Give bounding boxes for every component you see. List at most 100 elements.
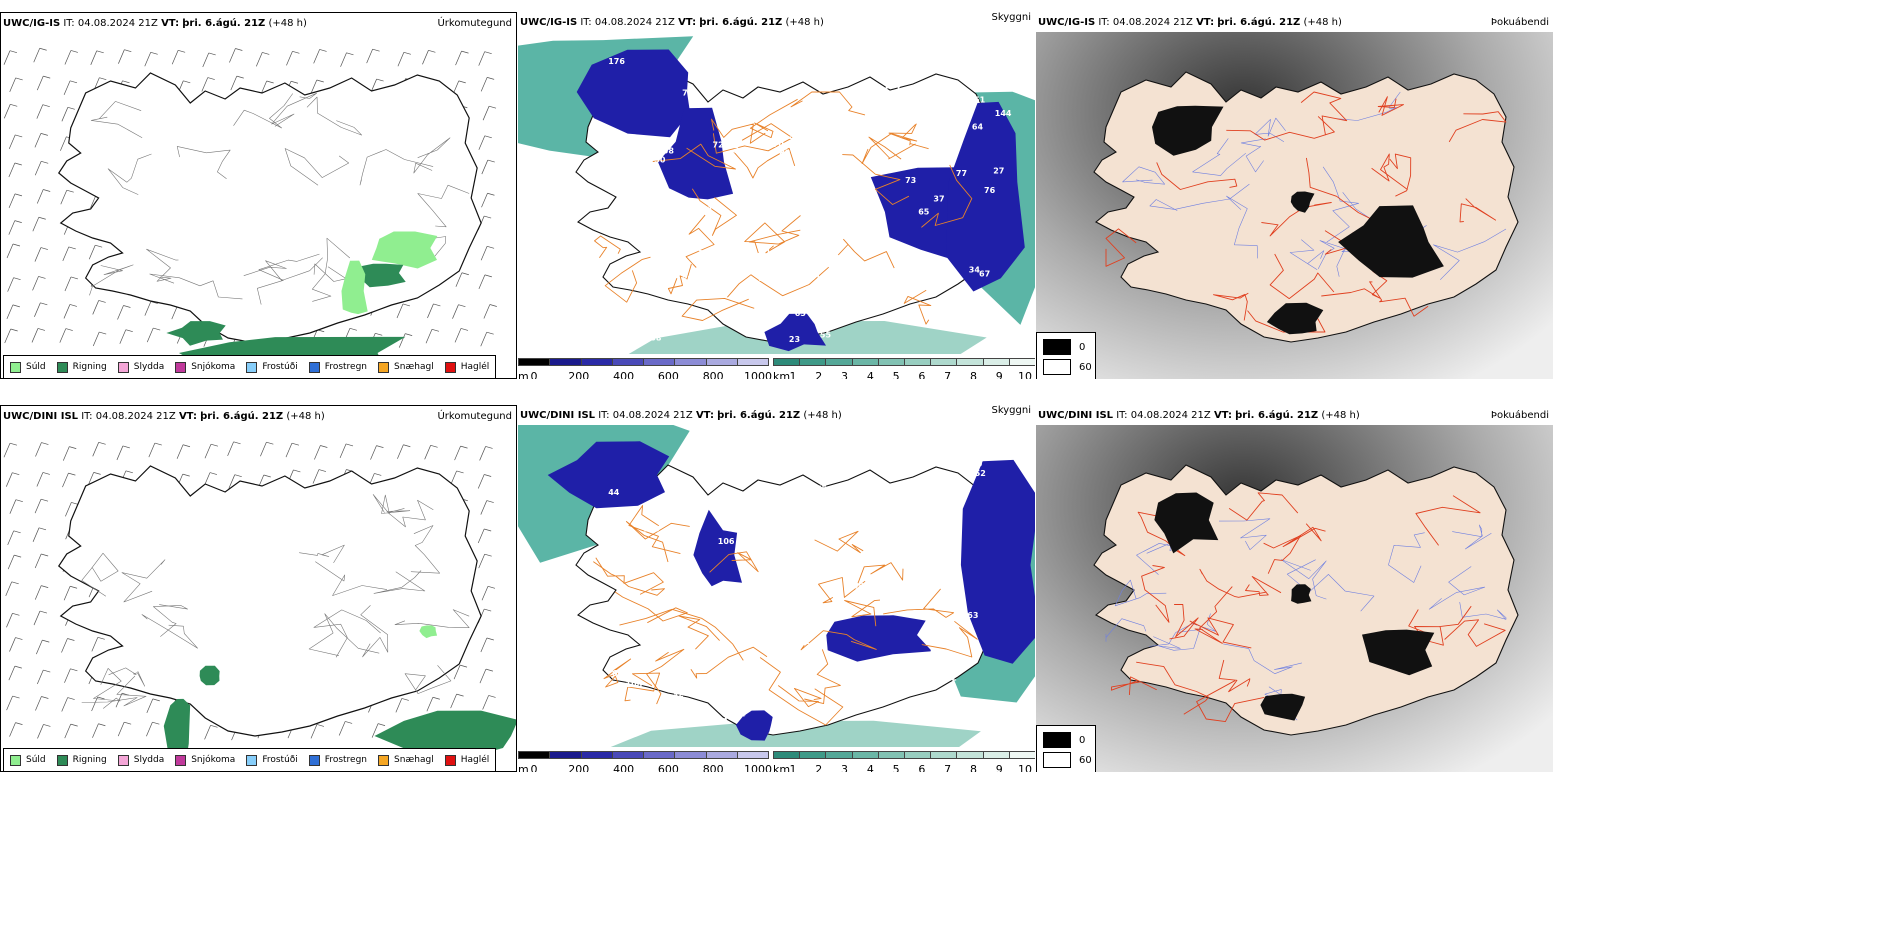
legend-label: 0 [1079, 341, 1086, 353]
road-line [1148, 613, 1216, 647]
map-canvas[interactable] [1, 33, 516, 378]
wind-barb [35, 696, 49, 711]
road-line [1444, 619, 1506, 647]
wind-barb [63, 304, 77, 319]
precip-legend-item: Snæhagl [378, 754, 434, 766]
road-line [1428, 566, 1486, 610]
low-cloud-area [764, 313, 826, 352]
road-line [1169, 604, 1199, 640]
scale-segment [956, 751, 984, 759]
wind-barb [455, 272, 469, 287]
fog-area [1291, 584, 1312, 604]
scale-tick-label: 1 [789, 370, 797, 379]
wind-barb [202, 52, 216, 68]
legend-swatch [1043, 339, 1071, 355]
scale-segment [851, 358, 879, 366]
legend-swatch [1043, 732, 1071, 748]
legend-swatch [1043, 752, 1071, 768]
wind-barb [481, 585, 496, 601]
road-line [1254, 117, 1286, 143]
cloud-base-label: 76 [852, 308, 864, 317]
legend-label: Snæhagl [394, 362, 434, 372]
road-line [800, 630, 877, 651]
scale-segment [773, 358, 801, 366]
scale-tick-label: 4 [866, 763, 874, 772]
wind-barb [34, 302, 48, 317]
visibility-map[interactable]: 176 208 118 77 53 108 114 72 76 64 65 67 57 76 55 44 73 6… [518, 32, 1035, 354]
road-line [1245, 576, 1282, 596]
iceland-coastline [57, 72, 482, 344]
wind-barb [7, 277, 21, 292]
legend-label: 60 [1079, 361, 1092, 373]
fog-map[interactable] [1036, 425, 1553, 772]
map-canvas[interactable] [1, 426, 516, 771]
cloud-base-label: 85 [940, 147, 952, 156]
cloud-base-label: 46 [905, 456, 917, 465]
road-line [868, 136, 916, 160]
scale-segment [674, 358, 707, 366]
map-canvas[interactable]: 176 208 118 77 53 108 114 72 76 64 65 67 57 76 55 44 73 6… [518, 32, 1035, 354]
wind-barb [61, 638, 75, 653]
precip-map[interactable] [1, 426, 516, 771]
map-canvas[interactable]: 44 45 57 52 53 83 75 64 48 223 263 49 262 115 115 52 74 7… [518, 425, 1035, 747]
wind-barb [8, 220, 22, 235]
wind-barb [396, 303, 411, 319]
cloud-base-label: 65 [918, 208, 930, 217]
map-canvas[interactable] [1036, 32, 1553, 379]
road-line [604, 256, 651, 303]
precip-map[interactable] [1, 33, 516, 378]
drizzle-area [341, 260, 368, 315]
road-line [733, 147, 796, 179]
road-line [1226, 116, 1335, 141]
rain-area [166, 321, 226, 346]
wind-barb [425, 328, 440, 344]
wind-barb [9, 637, 23, 652]
scale-segment [643, 358, 676, 366]
legend-label: Slydda [133, 362, 165, 372]
wind-barb [397, 444, 411, 459]
road-line [625, 521, 690, 563]
wind-barb [33, 47, 47, 63]
scale-tick-label: 600 [657, 370, 679, 379]
fog-area [1266, 302, 1324, 335]
rain-area [199, 665, 220, 686]
fog-panel-top: UWC/IG-IS IT: 04.08.2024 21Z VT: þri. 6.… [1036, 12, 1553, 379]
road-line [1280, 559, 1327, 600]
cloud-base-label: 65 [795, 309, 807, 318]
wind-barb [146, 327, 161, 343]
scale-segment [549, 358, 582, 366]
cloud-base-label: 44 [820, 193, 832, 202]
legend-label: 60 [1079, 754, 1092, 766]
scale-tick-label: 8 [969, 763, 977, 772]
wind-barb [450, 693, 464, 709]
wind-barb [146, 698, 160, 714]
road-line [108, 667, 146, 687]
legend-swatch [10, 361, 21, 373]
cloud-base-label: 961 [807, 238, 824, 247]
road-line [1196, 680, 1265, 723]
road-line [685, 214, 715, 268]
fog-area [1260, 693, 1306, 721]
road-line [417, 184, 470, 228]
scale-segment [904, 358, 932, 366]
cloud-base-label: 37 [933, 195, 944, 204]
wind-barb [366, 48, 380, 64]
visibility-map[interactable]: 44 45 57 52 53 83 75 64 48 223 263 49 262 115 115 52 74 7… [518, 425, 1035, 747]
cloud-base-label: 51 [974, 96, 986, 105]
cloud-base-label: 41 [702, 205, 714, 214]
scale-segment [825, 358, 853, 366]
road-line [360, 605, 389, 658]
cloud-base-label: 73 [905, 176, 916, 185]
fog-map[interactable] [1036, 32, 1553, 379]
wind-barb [34, 160, 49, 176]
legend-label: Frostregn [324, 362, 368, 372]
cloud-base-label: 74 [717, 716, 729, 725]
cloud-base-label: 64 [972, 123, 984, 132]
cloud-base-label: 83 [808, 624, 819, 633]
cloud-base-label: 132 [674, 633, 691, 642]
cloud-base-label: 108 [766, 249, 783, 258]
road-line [107, 153, 152, 195]
precip-legend: Súld Rigning Slydda Snjókoma Frostúði Frostre… [3, 748, 497, 771]
map-canvas[interactable] [1036, 425, 1553, 772]
wind-barb [427, 303, 441, 319]
